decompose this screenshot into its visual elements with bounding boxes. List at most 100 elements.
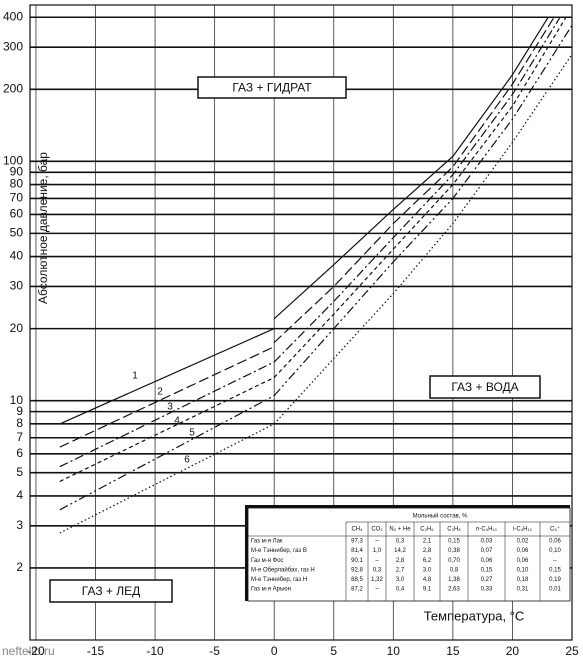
table-cell: 2,1 [423,539,432,545]
table-cell: 0,15 [481,567,493,573]
x-tick-label: 20 [506,644,520,658]
table-cell: 0,03 [481,539,493,545]
table-cell: 2,7 [396,567,405,573]
table-cell: 0,33 [481,587,493,593]
table-column-header: n-C₄H₁₀ [476,527,497,533]
region-label: ГАЗ + ВОДА [451,380,518,394]
table-cell: 0,06 [517,548,529,554]
table-cell: 0,31 [517,587,529,593]
table-column-header: CO₂ [371,527,383,533]
curve [59,16,549,425]
y-tick-label: 30 [10,279,24,293]
table-cell: 90,1 [351,558,363,564]
y-tick-label: 70 [10,191,24,205]
x-tick-label: 25 [565,644,579,658]
table-cell: 6,2 [423,558,432,564]
table-row-name: Газ м-я Фос [251,558,284,564]
table-row-name: М-е Тэннибер, газ В [251,548,307,554]
table-cell: 2,8 [396,558,405,564]
table-cell: 0,15 [448,539,460,545]
curve-label: 4 [174,416,180,427]
table-column-header: C₅⁺ [550,526,560,533]
table-cell: 87,2 [351,587,363,593]
curve-label: 2 [157,387,163,398]
region-box [429,375,541,399]
y-axis-label: Абсолютное давление, бар [36,152,50,304]
table-cell: – [375,587,379,593]
table-cell: 0,38 [448,548,460,554]
table-cell: 0,10 [549,548,561,554]
x-tick-label: 5 [330,644,337,658]
table-box [247,507,571,602]
y-tick-label: 200 [3,81,23,95]
table-cell: 0,3 [373,567,382,573]
table-cell: 81,4 [351,548,363,554]
table-row-name: М-е Оберлайбах, газ Н [251,566,315,573]
table-column-header: C₂H₆ [420,527,434,533]
table-cell: 1,32 [371,577,383,583]
y-tick-label: 20 [10,321,24,335]
table-cell: 0,02 [517,539,529,545]
x-axis-label: Температура, °C [424,608,525,623]
table-cell: – [375,558,379,564]
x-tick-label: 0 [271,644,278,658]
table-column-header: CH₄ [351,527,363,533]
y-tick-label: 9 [16,404,23,418]
table-cell: – [375,539,379,545]
table-cell: 0,3 [396,539,405,545]
curve-label: 1 [132,371,138,382]
y-tick-label: 80 [10,177,24,191]
table-cell: 0,07 [481,548,493,554]
curve-label: 3 [167,402,173,413]
region-box [197,76,347,99]
table-cell: 0,06 [517,558,529,564]
curve [59,16,555,448]
table-cell: 97,3 [351,539,363,545]
table-cell: 0,70 [448,558,460,564]
region-label: ГАЗ + ЛЕД [82,584,141,598]
x-tick-label: -20 [27,644,45,658]
table-cell: 88,5 [351,577,363,583]
table-cell: 2,8 [423,548,432,554]
table-row-name: Газ м-я Арьюн [251,587,291,593]
table-cell: 3,0 [423,567,432,573]
table-cell: 0,18 [517,577,529,583]
table-cell: 3,0 [396,577,405,583]
table-cell: 0,10 [517,567,529,573]
curve [59,53,573,534]
x-tick-label: -15 [87,644,105,658]
y-tick-label: 5 [16,465,23,479]
curve-label: 6 [184,455,190,466]
curve [59,16,561,468]
table-title: Мольный состав, % [413,513,468,520]
y-tick-label: 400 [3,9,23,23]
table-cell: 1,38 [448,577,460,583]
y-tick-label: 300 [3,39,23,53]
table-column-header: i-C₄H₁₀ [513,527,532,533]
table-row-name: Газ м-я Лак [251,539,283,545]
table-cell: 0,27 [481,577,493,583]
region-box [49,579,173,603]
x-tick-label: -5 [209,644,220,658]
table-cell: 92,8 [351,567,363,573]
y-tick-label: 40 [10,249,24,263]
table-cell: 0,19 [549,577,561,583]
curve-label: 5 [189,428,195,439]
y-tick-label: 7 [16,430,23,444]
x-tick-label: -10 [146,644,164,658]
y-tick-label: 2 [16,560,23,574]
x-tick-label: 10 [387,644,401,658]
table-cell: 14,2 [394,548,406,554]
watermark: neftelib.ru [2,644,55,658]
table-column-header: C₃H₈ [447,527,461,533]
table-row-name: М-е Тэннибер, газ Н [251,577,307,583]
table-cell: 0,8 [450,567,459,573]
x-tick-label: 15 [446,644,460,658]
table-cell: 9,1 [423,587,432,593]
table-cell: 0,01 [549,587,561,593]
y-tick-label: 90 [10,164,24,178]
table-cell: 0,06 [481,558,493,564]
table-cell: 4,8 [423,577,432,583]
y-tick-label: 6 [16,446,23,460]
